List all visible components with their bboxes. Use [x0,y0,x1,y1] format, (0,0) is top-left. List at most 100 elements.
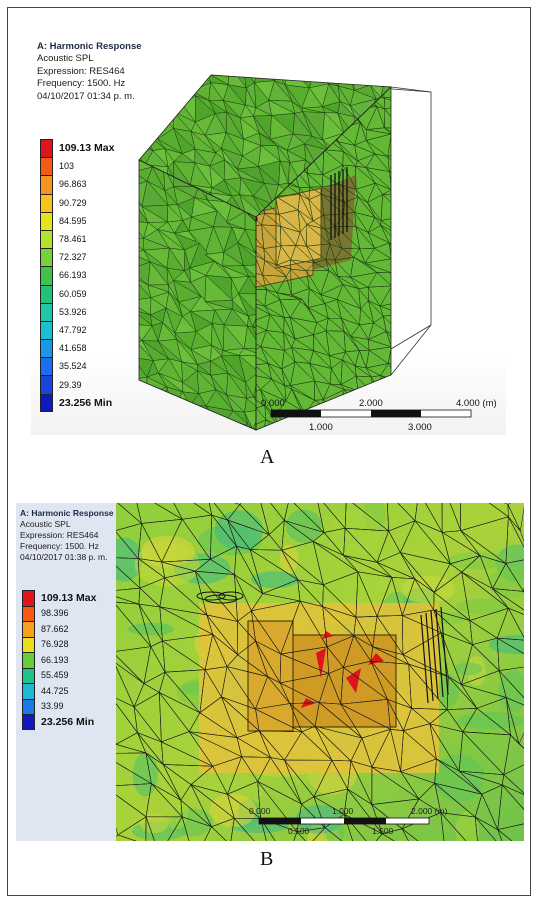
scale-label-1: 1.000 [309,422,333,433]
mesh-element [146,395,167,413]
legend-row: 33.99 [22,698,96,714]
mesh-element [391,259,398,274]
legend-label: 33.99 [41,701,64,712]
panel-b-frequency: Frequency: 1500. Hz [20,541,99,551]
mesh-element [387,133,391,157]
field-patch [447,551,510,570]
mesh-element [139,122,145,137]
mesh-element [143,111,160,140]
mesh-element [166,410,177,421]
mesh-element [371,418,384,430]
hot-spot [322,631,334,639]
panel-a-viewport[interactable]: 0.000 2.000 4.000 (m) 1.000 3.000 A: Har… [31,35,506,435]
field-patch [401,575,455,604]
legend-swatch [40,320,53,340]
mesh-element [358,419,373,430]
panel-a-frequency: Frequency: 1500. Hz [37,78,126,90]
field-patch [455,598,514,615]
mesh-element [173,75,197,92]
field-patch [209,793,257,828]
legend-swatch [40,357,53,376]
mesh-element [379,305,391,317]
panel-a-expression: Expression: RES464 [37,65,125,77]
legend-row: 90.729 [40,193,114,212]
mesh-element [440,811,467,841]
mesh-element [139,131,154,151]
panel-b-expression: Expression: RES464 [20,530,99,540]
panel-b-title: A: Harmonic Response [20,508,114,518]
panel-a-info: A: Harmonic Response Acoustic SPL Expres… [37,41,142,103]
field-patch [128,622,175,636]
legend-label: 44.725 [41,685,69,696]
mesh-element [141,75,162,90]
mesh-element [401,828,419,841]
mesh-element [139,429,145,430]
mesh-element [139,404,151,430]
legend-label: 109.13 Max [41,591,97,604]
hot-spot [346,668,361,693]
legend-swatch [40,393,53,412]
mesh-element [382,425,391,430]
panel-a-mesh-view[interactable]: 0.000 2.000 4.000 (m) 1.000 3.000 [31,35,506,435]
legend-swatch [22,667,35,683]
legend-label: 76.928 [41,639,69,650]
legend-row: 44.725 [22,683,96,699]
mesh-element [116,834,137,841]
scale-label-05: 0.500 [288,826,310,836]
legend-label: 60.059 [59,288,87,299]
legend-row: 60.059 [40,284,114,303]
mesh-element [173,75,193,92]
field-patch [455,811,480,841]
scale-label-2: 2.000 (m) [411,806,448,816]
legend-label: 87.662 [41,623,69,634]
panel-a-color-legend: 109.13 Max 103 96.863 90.729 84.595 78.461 72.… [40,139,114,412]
mesh-element [161,75,174,92]
mesh-element [390,272,391,295]
legend-label: 66.193 [41,654,69,665]
legend-row: 109.13 Max [40,139,114,158]
legend-swatch [22,683,35,699]
mesh-element [369,418,382,430]
legend-row: 72.327 [40,248,114,267]
mesh-element [158,411,177,428]
legend-swatch [40,157,53,176]
legend-row: 98.396 [22,605,96,621]
panel-b-result-type: Acoustic SPL [20,519,71,529]
mesh-element [141,75,163,85]
mesh-element [497,828,513,841]
legend-swatch [40,248,53,267]
legend-swatch [22,590,35,606]
legend-label: 84.595 [59,215,87,226]
field-patch [279,544,299,574]
legend-row: 66.193 [40,266,114,285]
mesh-element [390,258,391,275]
panel-b-viewport[interactable]: 0.000 1.000 2.000 (m) 0.500 1.500 A: Har… [16,503,524,841]
legend-row: 29.39 [40,375,114,394]
mesh-element [341,427,353,430]
mesh-element [132,431,150,435]
mesh-element [276,424,299,430]
legend-row: 76.928 [22,636,96,652]
scale-bar: 0.000 2.000 4.000 (m) 1.000 3.000 [261,398,497,433]
legend-swatch [40,302,53,321]
field-patch [456,712,524,730]
legend-swatch [40,193,53,212]
legend-label: 72.327 [59,252,87,263]
legend-label: 41.658 [59,343,87,354]
mesh-element [384,97,391,110]
mesh-element [139,402,151,430]
legend-label: 103 [59,161,75,172]
mesh-element [144,431,161,435]
mesh-element [143,107,160,123]
radiator-fins [420,606,449,704]
mesh-element [230,817,255,841]
mesh-element [150,106,169,113]
mesh-element [388,242,391,260]
panel-b-mesh-view[interactable]: 0.000 1.000 2.000 (m) 0.500 1.500 [16,503,524,841]
mesh-element [220,425,238,430]
legend-row: 23.256 Min [22,714,96,730]
panel-b-info: A: Harmonic Response Acoustic SPL Expres… [20,508,114,563]
field-patch [454,662,483,676]
bushing-assembly [196,591,244,604]
mesh-element [190,428,211,430]
